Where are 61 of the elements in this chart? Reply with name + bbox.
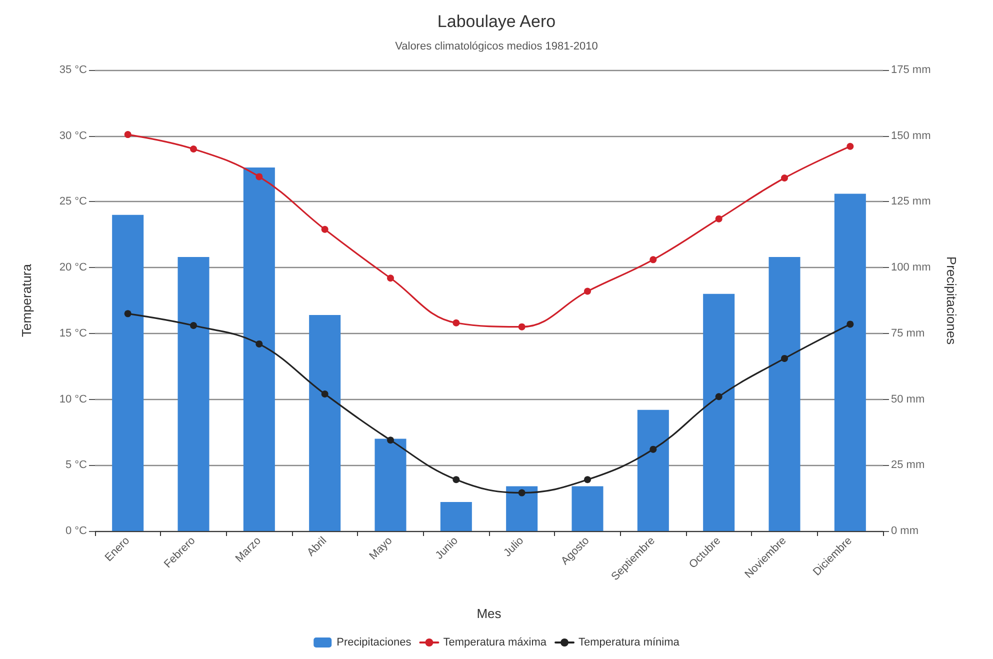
bar [506, 486, 538, 531]
y2-tick-label: 125 mm [891, 196, 931, 208]
bar [572, 486, 604, 531]
point [321, 226, 328, 233]
point [124, 310, 132, 318]
y2-tick-label: 100 mm [891, 262, 931, 274]
point [781, 354, 788, 362]
point [715, 215, 722, 222]
point [584, 288, 591, 295]
y2-tick-label: 150 mm [891, 130, 931, 142]
point [190, 322, 197, 330]
bar [178, 257, 210, 531]
y-tick-label: 35 °C [59, 64, 88, 76]
y-tick-label: 5 °C [65, 459, 88, 472]
bar [440, 502, 472, 531]
point [452, 476, 460, 484]
point [518, 323, 526, 330]
point [715, 393, 722, 400]
point [518, 489, 526, 496]
x-axis-title: Mes [476, 606, 502, 621]
point [190, 146, 197, 153]
legend-label: Temperatura máxima [443, 636, 548, 648]
y2-axis-title: Precipitaciones [944, 256, 959, 346]
point [650, 446, 657, 453]
point [781, 174, 788, 182]
point [321, 390, 328, 398]
point [846, 142, 854, 150]
y-tick-label: 15 °C [59, 327, 88, 340]
y2-tick-label: 25 mm [891, 459, 925, 472]
point [846, 320, 854, 328]
x-tick-label: Julio [502, 534, 526, 560]
y-tick-label: 10 °C [59, 393, 88, 406]
point [387, 274, 394, 282]
y-tick-label: 25 °C [59, 196, 88, 208]
bar [768, 257, 800, 531]
point [650, 256, 657, 264]
y2-tick-label: 175 mm [891, 64, 931, 76]
point [387, 436, 394, 444]
y-axis-title: Temperatura [19, 263, 34, 337]
point [584, 476, 591, 484]
y2-tick-label: 75 mm [891, 327, 925, 340]
legend-label: Precipitaciones [336, 636, 412, 648]
y2-tick-label: 50 mm [891, 393, 925, 406]
bar [309, 314, 341, 531]
y-tick-label: 30 °C [59, 130, 88, 142]
bar [112, 214, 144, 531]
y-tick-label: 20 °C [59, 262, 88, 274]
y-tick-label: 0 °C [65, 525, 88, 537]
chart-title: Laboulaye Aero [437, 12, 556, 31]
bar [637, 410, 669, 531]
point [124, 131, 132, 138]
bar [703, 294, 735, 531]
bar [243, 167, 275, 531]
point [452, 319, 460, 326]
chart-subtitle: Valores climatológicos medios 1981-2010 [395, 40, 598, 52]
legend-label: Temperatura mínima [578, 636, 680, 648]
y2-tick-label: 0 mm [891, 525, 918, 537]
bar [374, 438, 406, 531]
point [256, 173, 263, 180]
point [256, 340, 263, 348]
bar [834, 194, 866, 531]
